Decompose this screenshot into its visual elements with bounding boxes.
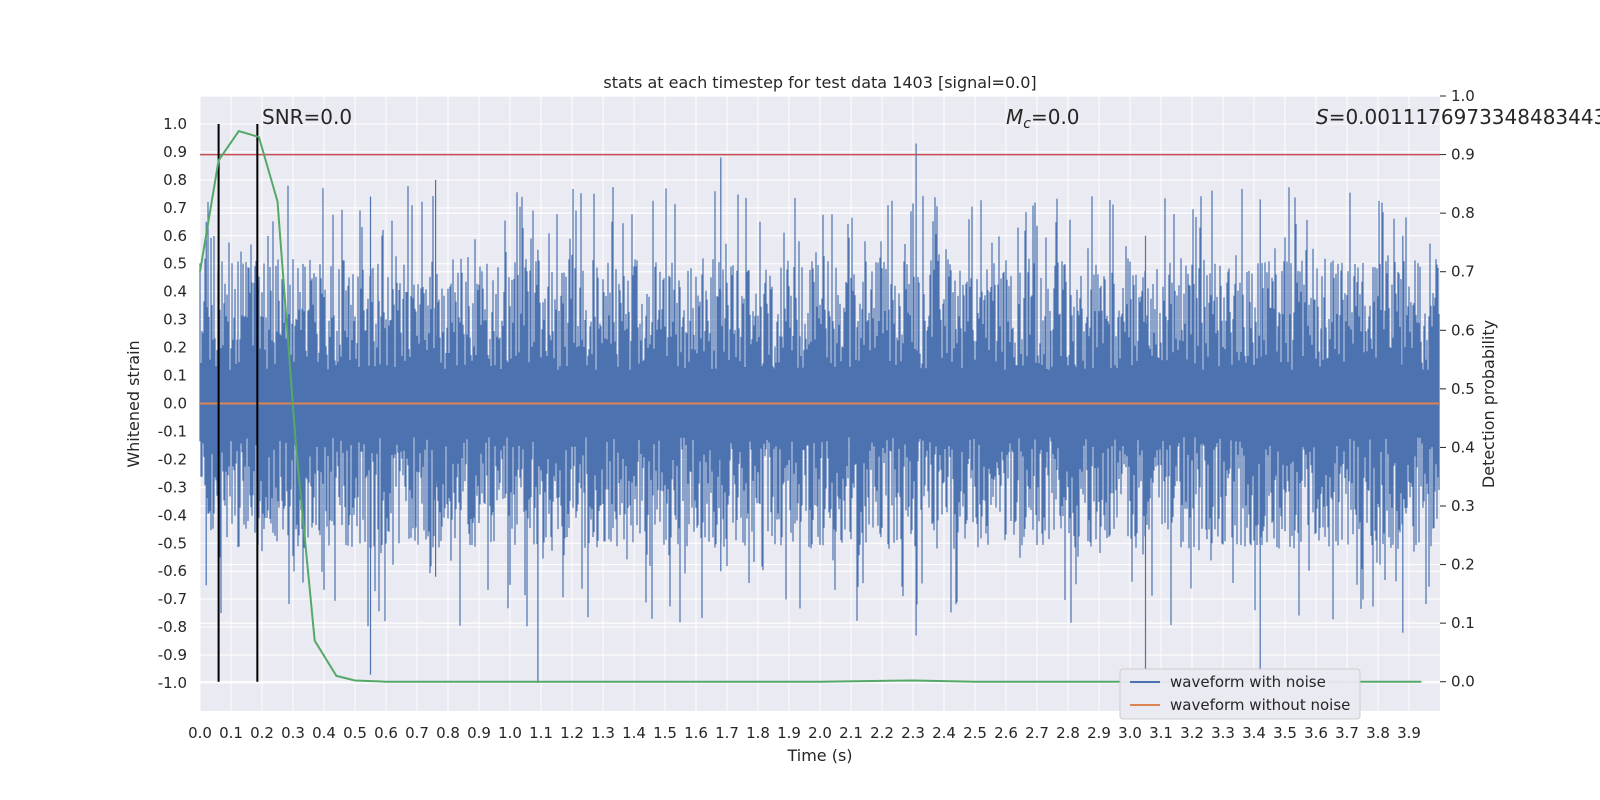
x-tick-label: 1.9: [777, 724, 801, 742]
x-tick-label: 3.8: [1366, 724, 1390, 742]
y-tick-labels: 1.0 0.9 0.8 0.7 0.6 0.5 0.4 0.3 0.2 0.1 0.0 -0.1 -0.…: [158, 115, 187, 692]
x-tick-label: 1.8: [746, 724, 770, 742]
x-tick-label: 2.7: [1025, 724, 1049, 742]
x-tick-label: 3.4: [1242, 724, 1266, 742]
x-tick-label: 2.5: [963, 724, 987, 742]
x-tick-label: 1.2: [560, 724, 584, 742]
y2-tick-label: 0.9: [1451, 146, 1475, 164]
y-tick-label: -0.7: [158, 590, 187, 608]
legend-box: [1119, 668, 1361, 720]
y2-tick-label: 0.5: [1451, 380, 1475, 398]
x-tick-label: 2.9: [1087, 724, 1111, 742]
x-tick-label: 0.0: [188, 724, 212, 742]
y2-axis-label: Detection probability: [1479, 320, 1498, 488]
x-tick-label: 3.7: [1335, 724, 1359, 742]
x-tick-label: 2.4: [932, 724, 956, 742]
s-annotation: S=0.0011176973348483443: [1316, 105, 1600, 129]
vertical-markers: [217, 124, 259, 682]
waveform-noise-path: [199, 143, 1440, 683]
y-tick-label: -0.3: [158, 478, 187, 496]
x-tick-label: 3.6: [1304, 724, 1328, 742]
legend-label-noise: waveform with noise: [1170, 673, 1326, 691]
y-tick-label: 0.7: [163, 199, 187, 217]
y-tick-label: -0.6: [158, 562, 187, 580]
y-tick-label: 0.8: [163, 171, 187, 189]
x-tick-label: 0.2: [250, 724, 274, 742]
y-tick-label: 0.3: [163, 311, 187, 329]
y-tick-label: 0.6: [163, 227, 187, 245]
y-tick-label: 0.9: [163, 143, 187, 161]
x-tick-label: 0.1: [219, 724, 243, 742]
x-tick-label: 1.4: [622, 724, 646, 742]
chart-title: stats at each timestep for test data 140…: [603, 73, 1036, 92]
x-tick-label: 0.7: [405, 724, 429, 742]
x-tick-label: 0.6: [374, 724, 398, 742]
x-tick-label: 1.3: [591, 724, 615, 742]
x-tick-label: 1.5: [653, 724, 677, 742]
y2-tick-label: 1.0: [1451, 87, 1475, 105]
y2-tick-label: 0.0: [1451, 673, 1475, 691]
x-tick-label: 2.6: [994, 724, 1018, 742]
x-tick-label: 1.6: [684, 724, 708, 742]
x-tick-label: 3.3: [1211, 724, 1235, 742]
y2-tick-labels: 1.0 0.9 0.8 0.7 0.6 0.5 0.4 0.3 0.2 0.1 0.0: [1440, 87, 1475, 691]
x-tick-label: 3.5: [1273, 724, 1297, 742]
y-tick-label: 0.0: [163, 395, 187, 413]
series-waveform-with-noise: [199, 143, 1440, 683]
y-tick-label: 1.0: [163, 115, 187, 133]
y-tick-label: 0.1: [163, 367, 187, 385]
x-axis-label: Time (s): [786, 746, 852, 765]
x-tick-label: 2.2: [870, 724, 894, 742]
y2-tick-label: 0.7: [1451, 263, 1475, 281]
mc-annotation: Mc=0.0: [1006, 105, 1080, 132]
snr-annotation: SNR=0.0: [262, 105, 352, 129]
y-tick-label: 0.2: [163, 339, 187, 357]
legend: waveform with noise waveform without noi…: [1119, 668, 1361, 720]
x-tick-label: 2.8: [1056, 724, 1080, 742]
x-tick-label: 0.3: [281, 724, 305, 742]
series-detection-probability: [199, 129, 1422, 683]
y-tick-label: -0.8: [158, 618, 187, 636]
x-tick-label: 3.1: [1149, 724, 1173, 742]
x-tick-labels: 0.0 0.1 0.2 0.3 0.4 0.5 0.6 0.7 0.8 0.9 1.0 1.1 1.2 1…: [188, 724, 1421, 742]
x-tick-label: 1.0: [498, 724, 522, 742]
x-tick-label: 0.5: [343, 724, 367, 742]
x-tick-label: 1.1: [529, 724, 553, 742]
y2-tick-label: 0.8: [1451, 204, 1475, 222]
y2-tick-label: 0.2: [1451, 556, 1475, 574]
y2-tick-label: 0.3: [1451, 497, 1475, 515]
x-tick-label: 2.3: [901, 724, 925, 742]
x-tick-label: 0.8: [436, 724, 460, 742]
y-tick-label: 0.4: [163, 283, 187, 301]
y2-tick-label: 0.4: [1451, 438, 1475, 456]
y-tick-label: -0.2: [158, 450, 187, 468]
x-tick-label: 3.9: [1397, 724, 1421, 742]
x-tick-label: 0.4: [312, 724, 336, 742]
y-tick-label: -0.4: [158, 506, 187, 524]
y-axis-label: Whitened strain: [124, 340, 143, 467]
y-tick-label: -1.0: [158, 674, 187, 692]
x-tick-label: 2.0: [808, 724, 832, 742]
x-tick-label: 2.1: [839, 724, 863, 742]
x-tick-label: 3.0: [1118, 724, 1142, 742]
y-tick-label: -0.9: [158, 646, 187, 664]
x-tick-label: 3.2: [1180, 724, 1204, 742]
y2-tick-label: 0.6: [1451, 321, 1475, 339]
legend-label-clean: waveform without noise: [1170, 696, 1350, 714]
x-tick-label: 1.7: [715, 724, 739, 742]
y2-tick-label: 0.1: [1451, 614, 1475, 632]
x-tick-label: 0.9: [467, 724, 491, 742]
y-tick-label: 0.5: [163, 255, 187, 273]
y-tick-label: -0.5: [158, 534, 187, 552]
y-tick-label: -0.1: [158, 422, 187, 440]
